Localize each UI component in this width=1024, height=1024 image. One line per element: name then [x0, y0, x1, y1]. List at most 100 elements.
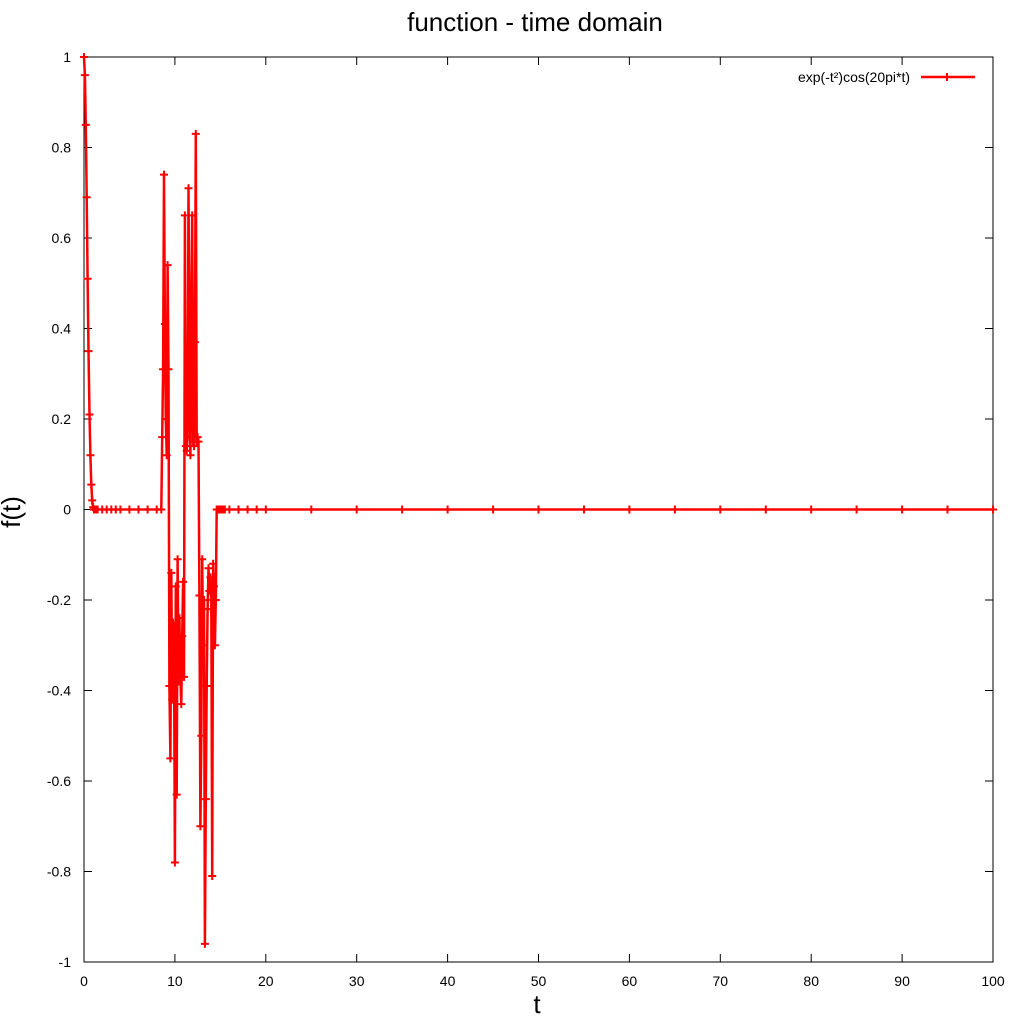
x-tick-label: 90: [894, 973, 910, 989]
y-tick-label: -0.4: [47, 683, 71, 699]
data-point: [852, 505, 861, 514]
y-axis-title: f(t): [0, 496, 26, 528]
data-point: [84, 347, 93, 356]
data-point: [81, 120, 90, 129]
y-tick-label: 0.4: [52, 321, 72, 337]
data-point: [580, 505, 588, 514]
data-point: [761, 505, 770, 514]
y-tick-label: -1: [59, 954, 72, 970]
data-point: [210, 641, 219, 650]
data-point: [261, 505, 270, 514]
y-tick-label: 1: [63, 49, 71, 65]
data-point: [196, 822, 205, 831]
x-tick-label: 70: [713, 973, 729, 989]
data-point: [182, 446, 191, 455]
data-point: [170, 858, 179, 867]
y-axis: 1 0.8 0.6 0.4 0.2 0 -0.2 -0.4 -0.6 -0.8 -1: [47, 49, 993, 970]
data-point: [168, 695, 177, 704]
x-tick-label: 40: [440, 973, 456, 989]
data-point: [183, 433, 192, 442]
data-point: [190, 442, 198, 451]
series-layer: [80, 53, 997, 948]
data-point: [307, 505, 316, 514]
data-point: [172, 790, 181, 799]
series-0: [80, 53, 997, 948]
data-point: [166, 754, 175, 763]
data-point: [197, 731, 206, 740]
data-point: [165, 682, 174, 690]
data-point: [534, 505, 543, 514]
data-point: [989, 505, 997, 514]
data-point: [252, 505, 261, 514]
x-tick-label: 80: [803, 973, 819, 989]
data-point: [85, 410, 94, 419]
data-point: [234, 505, 243, 514]
x-tick-label: 0: [80, 973, 88, 989]
data-point: [190, 338, 199, 347]
y-tick-label: -0.8: [47, 864, 71, 880]
data-point: [187, 301, 196, 310]
data-point: [443, 505, 452, 514]
data-point: [208, 872, 217, 880]
data-point: [199, 641, 208, 650]
data-point: [161, 415, 170, 423]
data-point: [243, 505, 252, 514]
data-point: [211, 596, 220, 604]
data-point: [157, 505, 166, 514]
data-point: [167, 568, 176, 577]
data-point: [186, 451, 195, 460]
data-point: [80, 53, 88, 61]
data-point: [171, 582, 180, 591]
data-point: [160, 170, 168, 179]
data-point: [203, 605, 212, 613]
data-point: [200, 939, 209, 948]
legend-marker: [943, 73, 951, 81]
data-point: [163, 261, 172, 270]
data-point: [209, 559, 218, 568]
data-point: [83, 274, 92, 283]
y-tick-label: 0: [63, 502, 71, 518]
data-point: [202, 682, 211, 690]
data-point: [174, 677, 183, 686]
data-point: [489, 505, 498, 514]
data-point: [201, 795, 210, 804]
x-tick-label: 60: [622, 973, 638, 989]
data-point: [204, 564, 213, 573]
data-point: [185, 347, 194, 356]
data-point: [173, 555, 182, 564]
data-point: [164, 365, 173, 374]
data-point: [188, 211, 197, 220]
y-tick-label: -0.6: [47, 773, 71, 789]
x-tick-label: 10: [167, 973, 183, 989]
x-tick-label: 30: [349, 973, 365, 989]
series-line: [82, 56, 993, 946]
data-point: [205, 587, 214, 595]
data-point: [180, 672, 188, 681]
data-point: [898, 505, 907, 514]
data-point: [807, 505, 816, 514]
data-point: [175, 614, 184, 623]
legend: exp(-t²)cos(20pi*t): [798, 69, 975, 85]
legend-label: exp(-t²)cos(20pi*t): [798, 69, 910, 85]
data-point: [160, 320, 169, 328]
data-point: [179, 577, 188, 586]
data-point: [398, 505, 407, 514]
data-point: [716, 505, 725, 514]
data-point: [116, 505, 125, 514]
data-point: [670, 505, 679, 514]
data-point: [88, 496, 97, 505]
data-point: [210, 582, 218, 591]
data-point: [191, 129, 200, 138]
data-point: [352, 505, 361, 514]
y-tick-label: -0.2: [47, 592, 71, 608]
data-point: [195, 591, 204, 600]
data-point: [184, 184, 193, 193]
x-tick-label: 20: [258, 973, 274, 989]
data-point: [198, 555, 207, 564]
data-point: [162, 451, 171, 460]
data-point: [200, 596, 208, 604]
data-point: [180, 211, 189, 220]
data-point: [169, 618, 178, 627]
data-point: [82, 193, 91, 202]
